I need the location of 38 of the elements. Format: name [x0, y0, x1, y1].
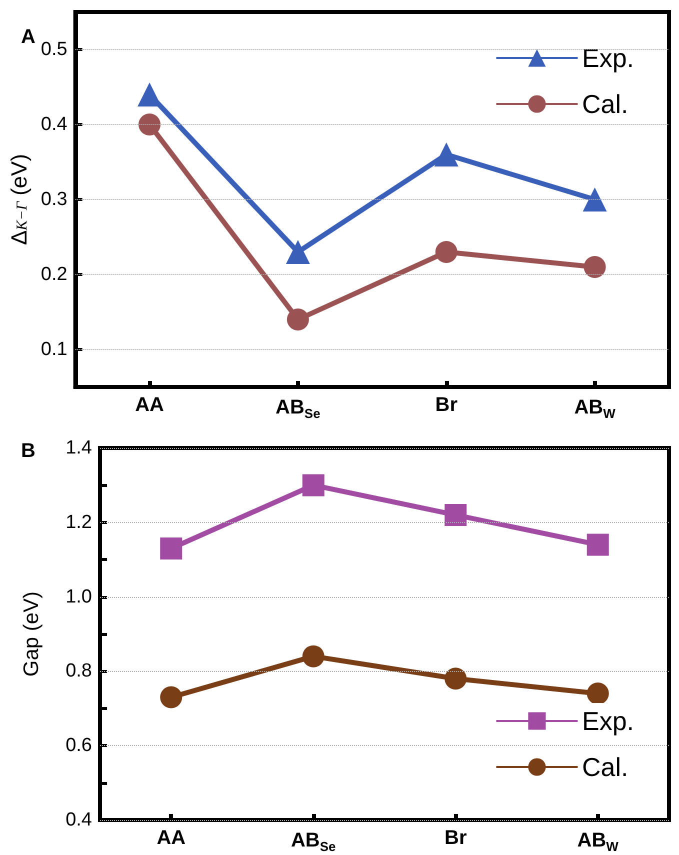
point: [586, 682, 609, 705]
text: A: [21, 26, 36, 48]
y-tick-label: 0.1: [40, 339, 68, 360]
point: [160, 537, 182, 560]
y-tick-label: 1.4: [66, 438, 92, 458]
y-tick-label: 0.6: [66, 735, 92, 756]
y-axis-title: ΔK−Γ (eV): [6, 154, 32, 246]
point: [444, 668, 467, 690]
point: [584, 256, 606, 278]
y-tick-label: 0.4: [40, 114, 68, 135]
y-tick-label: 0.4: [66, 810, 92, 830]
point: [138, 114, 161, 136]
point: [444, 504, 467, 526]
legend-label: Exp.: [582, 706, 634, 736]
point: [302, 474, 324, 496]
point: [160, 686, 182, 708]
y-tick-label: 0.3: [40, 189, 68, 210]
x-tick-label: AA: [135, 394, 164, 416]
point: [286, 308, 309, 330]
y-tick-label: 0.2: [40, 264, 68, 285]
point: [435, 241, 458, 263]
y-axis-title: Gap (eV): [20, 591, 43, 677]
point: [582, 188, 607, 212]
y-tick-label: 0.5: [40, 39, 68, 60]
x-tick-label: Br: [444, 827, 467, 849]
point: [302, 645, 324, 668]
point: [586, 534, 609, 556]
point: [434, 142, 458, 166]
legend-label: Exp.: [582, 43, 634, 73]
chart-title: B: [21, 440, 36, 462]
x-tick-label: Br: [435, 394, 458, 416]
x-tick-label: AA: [156, 827, 186, 849]
y-tick-label: 1.0: [66, 586, 92, 608]
point: [286, 240, 310, 264]
legend-label: Cal.: [582, 89, 628, 119]
y-tick-label: 0.8: [66, 660, 92, 682]
legend-label: Cal.: [582, 752, 628, 782]
y-tick-label: 1.2: [66, 512, 92, 533]
